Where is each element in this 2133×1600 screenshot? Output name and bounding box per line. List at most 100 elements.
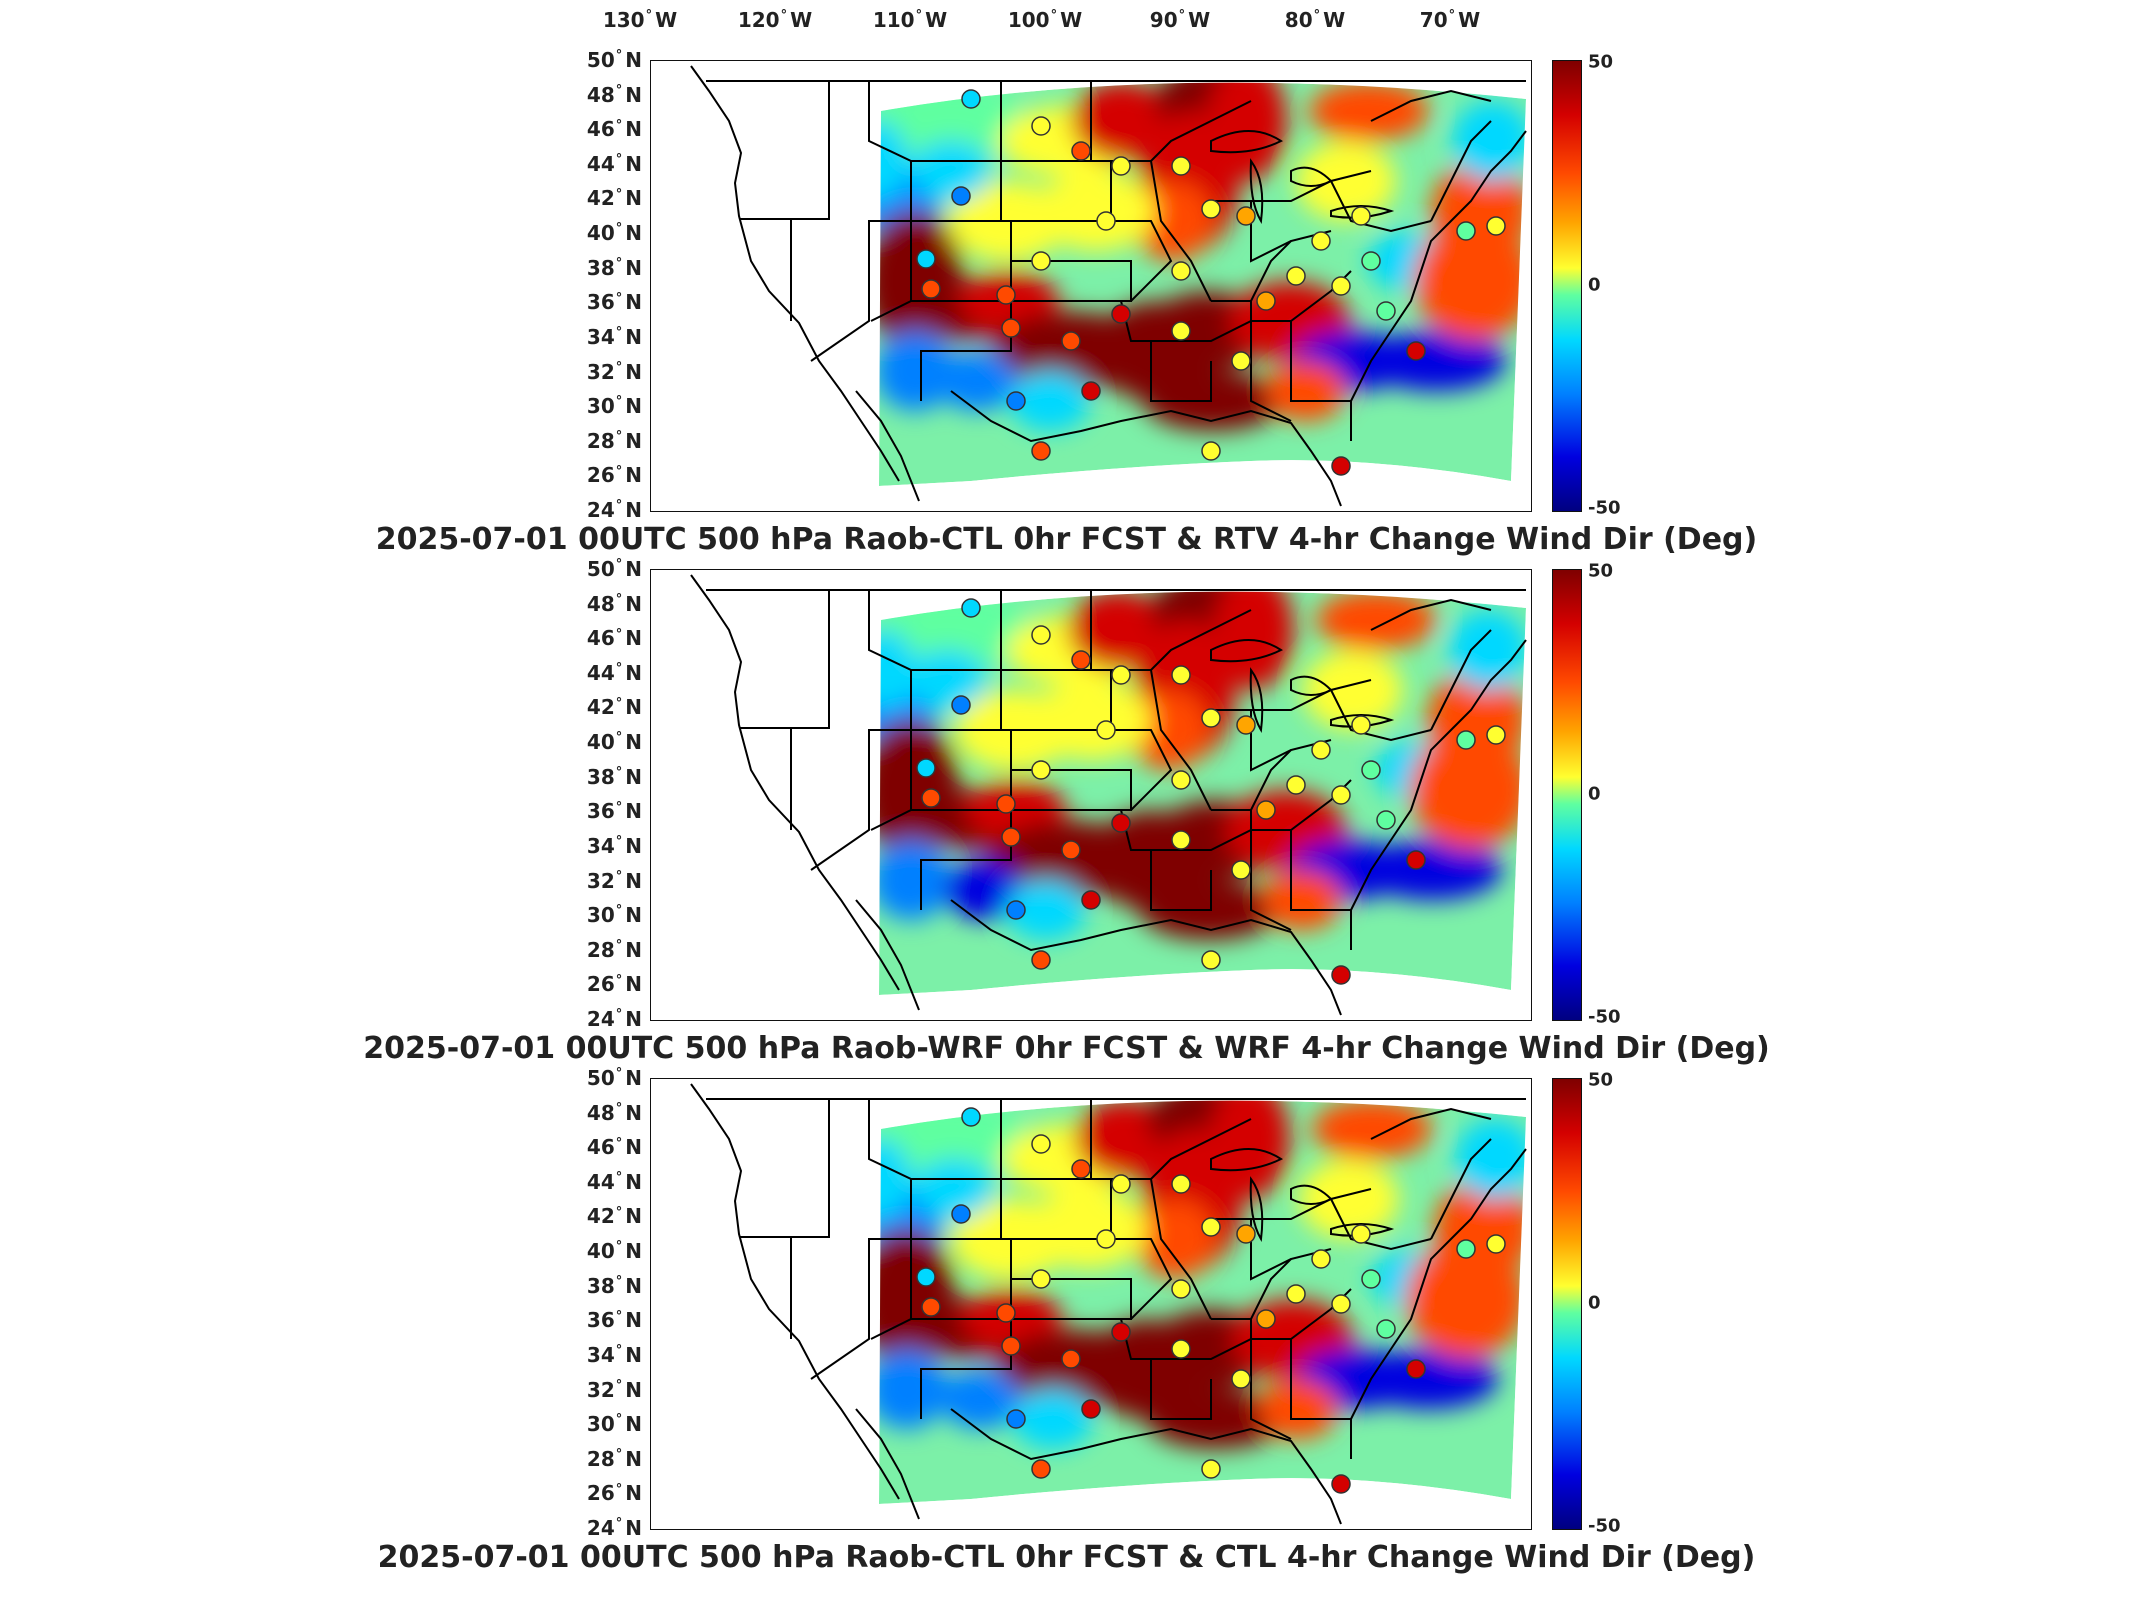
colorbar-max-label: 50 <box>1588 51 1614 73</box>
degree-value: 48 <box>586 591 615 616</box>
raob-station-marker <box>1406 341 1426 361</box>
latitude-label: 46° N <box>572 626 642 650</box>
degree-symbol: ° <box>615 626 623 642</box>
hemisphere: N <box>625 833 642 858</box>
latitude-label: 44° N <box>572 1170 642 1194</box>
raob-station-marker <box>1331 965 1351 985</box>
degree-symbol: ° <box>615 1007 623 1023</box>
degree-value: 26 <box>586 972 615 997</box>
hemisphere: W <box>1323 8 1346 32</box>
degree-symbol: ° <box>615 1377 623 1393</box>
hemisphere: N <box>625 1169 642 1194</box>
degree-symbol: ° <box>615 429 623 445</box>
degree-symbol: ° <box>615 152 623 168</box>
raob-station-marker <box>1096 211 1116 231</box>
raob-station-marker <box>1351 1224 1371 1244</box>
hemisphere: N <box>625 1377 642 1402</box>
longitude-label: 110° W <box>873 8 947 32</box>
field-region <box>879 630 915 710</box>
raob-station-marker <box>1096 720 1116 740</box>
raob-station-marker <box>1171 830 1191 850</box>
raob-station-marker <box>1171 1279 1191 1299</box>
field-region <box>879 1139 911 1219</box>
field-region <box>1072 82 1172 161</box>
raob-station-marker <box>921 279 941 299</box>
raob-stations <box>916 598 1506 985</box>
field-region <box>1296 141 1396 221</box>
raob-station-marker <box>1171 1339 1191 1359</box>
latitude-label: 50° N <box>572 1066 642 1090</box>
hemisphere: N <box>625 117 642 142</box>
latitude-label: 40° N <box>572 730 642 754</box>
panel-title: 2025-07-01 00UTC 500 hPa Raob-WRF 0hr FC… <box>363 1031 1770 1066</box>
hemisphere: N <box>625 1100 642 1125</box>
map-frame <box>650 1078 1532 1530</box>
degree-symbol: ° <box>615 394 623 410</box>
raob-station-marker <box>1171 261 1191 281</box>
field-region <box>1448 610 1526 690</box>
hemisphere: N <box>625 1308 642 1333</box>
longitude-label: 80° W <box>1285 8 1345 32</box>
raob-station-marker <box>1071 650 1091 670</box>
raob-station-marker <box>1351 715 1371 735</box>
raob-station-marker <box>1486 725 1506 745</box>
raob-station-marker <box>951 186 971 206</box>
degree-value: 50 <box>586 557 615 581</box>
hemisphere: N <box>625 591 642 616</box>
latitude-label: 46° N <box>572 1135 642 1159</box>
colorbar <box>1552 569 1582 1021</box>
field-region <box>1143 371 1283 431</box>
raob-station-marker <box>1071 1159 1091 1179</box>
latitude-label: 34° N <box>572 325 642 349</box>
latitude-label: 24° N <box>572 1516 642 1540</box>
raob-station-marker <box>1406 1359 1426 1379</box>
map-frame <box>650 569 1532 1021</box>
degree-value: 30 <box>586 903 615 928</box>
field-region <box>1410 730 1526 850</box>
raob-station-marker <box>961 598 981 618</box>
hemisphere: N <box>625 868 642 893</box>
latitude-label: 48° N <box>572 1101 642 1125</box>
longitude-label: 70° W <box>1420 8 1480 32</box>
hemisphere: N <box>625 1007 642 1031</box>
raob-station-marker <box>1111 1174 1131 1194</box>
field-region <box>911 141 991 201</box>
colorbar-zero-label: 0 <box>1588 1292 1601 1314</box>
raob-station-marker <box>1111 665 1131 685</box>
degree-value: 30 <box>586 1412 615 1437</box>
colorbar-min-label: -50 <box>1588 497 1621 519</box>
degree-value: 42 <box>586 186 615 211</box>
raob-station-marker <box>1331 276 1351 296</box>
degree-value: 46 <box>586 626 615 651</box>
hemisphere: W <box>1458 8 1481 32</box>
latitude-label: 40° N <box>572 1239 642 1263</box>
hemisphere: N <box>625 463 642 488</box>
hemisphere: N <box>625 660 642 685</box>
hemisphere: N <box>625 359 642 384</box>
degree-value: 36 <box>586 1308 615 1333</box>
hemisphere: N <box>625 1239 642 1264</box>
hemisphere: N <box>625 557 642 581</box>
hemisphere: N <box>625 626 642 651</box>
degree-value: 90 <box>1149 8 1178 32</box>
latitude-label: 32° N <box>572 360 642 384</box>
hemisphere: N <box>625 428 642 453</box>
field-region <box>1299 1159 1399 1239</box>
raob-station-marker <box>1311 740 1331 760</box>
map-panel-2: 50° N 48° N 46° N 44° N 42° N 40° N 38° N 36° N 34° N 32° N… <box>0 557 2133 1079</box>
raob-station-marker <box>1331 456 1351 476</box>
raob-station-marker <box>951 695 971 715</box>
degree-value: 34 <box>586 833 615 858</box>
latitude-label: 44° N <box>572 152 642 176</box>
degree-value: 26 <box>586 463 615 488</box>
longitude-label: 90° W <box>1150 8 1210 32</box>
raob-station-marker <box>1081 1399 1101 1419</box>
degree-symbol: ° <box>1313 8 1321 24</box>
raob-station-marker <box>1376 1319 1396 1339</box>
degree-value: 38 <box>586 1273 615 1298</box>
field-region <box>1258 1379 1338 1439</box>
degree-value: 50 <box>586 1066 615 1090</box>
colorbar-min-label: -50 <box>1588 1006 1621 1028</box>
raob-station-marker <box>1031 441 1051 461</box>
wind-direction-field <box>879 591 1526 995</box>
